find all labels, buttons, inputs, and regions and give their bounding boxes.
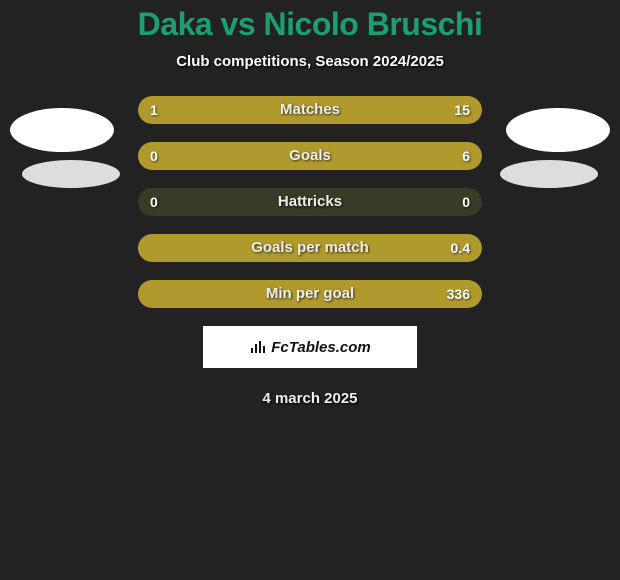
stat-row: 115Matches — [138, 96, 482, 124]
date-text: 4 march 2025 — [0, 390, 620, 407]
team-left-badge — [22, 160, 120, 188]
player-left-avatar — [10, 108, 114, 152]
comparison-body: 115Matches 06Goals 00Hattricks 0.4Goals per… — [0, 96, 620, 407]
stat-row: 06Goals — [138, 142, 482, 170]
player-right-avatar — [506, 108, 610, 152]
stat-label: Min per goal — [138, 280, 482, 308]
chart-icon — [249, 339, 267, 355]
stat-row: 0.4Goals per match — [138, 234, 482, 262]
page-title: Daka vs Nicolo Bruschi — [0, 6, 620, 43]
brand-badge[interactable]: FcTables.com — [203, 326, 417, 368]
brand-text: FcTables.com — [271, 339, 370, 356]
stat-label: Goals — [138, 142, 482, 170]
page-subtitle: Club competitions, Season 2024/2025 — [0, 53, 620, 70]
stat-label: Hattricks — [138, 188, 482, 216]
stat-row: 336Min per goal — [138, 280, 482, 308]
team-right-badge — [500, 160, 598, 188]
stat-bars: 115Matches 06Goals 00Hattricks 0.4Goals per… — [138, 96, 482, 308]
stat-row: 00Hattricks — [138, 188, 482, 216]
stat-label: Matches — [138, 96, 482, 124]
stat-label: Goals per match — [138, 234, 482, 262]
